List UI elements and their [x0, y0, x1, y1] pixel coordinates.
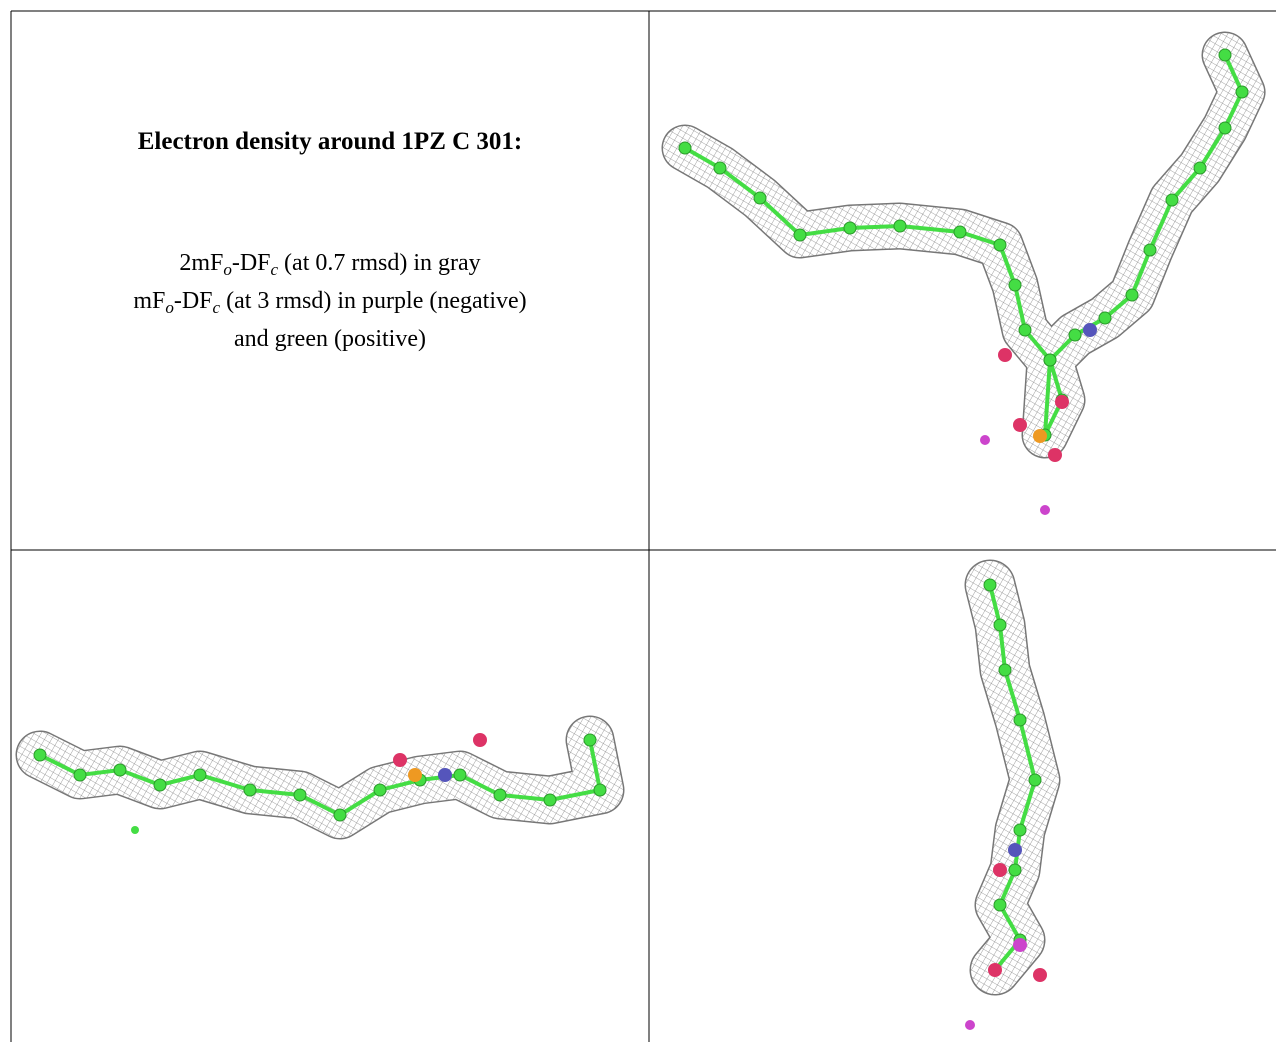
atom	[1008, 843, 1022, 857]
atom	[294, 789, 306, 801]
atom	[114, 764, 126, 776]
atom	[544, 794, 556, 806]
atom	[473, 733, 487, 747]
atom	[1219, 122, 1231, 134]
atom	[984, 579, 996, 591]
atom	[131, 826, 139, 834]
atom	[1194, 162, 1206, 174]
atom	[994, 899, 1006, 911]
caption-line: and green (positive)	[11, 320, 649, 358]
atom	[594, 784, 606, 796]
atom	[1014, 714, 1026, 726]
atom	[334, 809, 346, 821]
atom	[438, 768, 452, 782]
atom	[1033, 429, 1047, 443]
atom	[794, 229, 806, 241]
atom	[1069, 329, 1081, 341]
atom	[1013, 418, 1027, 432]
atom	[408, 768, 422, 782]
atom	[1019, 324, 1031, 336]
atom	[1014, 824, 1026, 836]
atom	[993, 863, 1007, 877]
atom	[998, 348, 1012, 362]
atom	[1033, 968, 1047, 982]
atom	[393, 753, 407, 767]
molecule-views	[34, 49, 1248, 1030]
page: Electron density around 1PZ C 301: 2mFo-…	[0, 0, 1276, 1042]
atom	[994, 619, 1006, 631]
atom	[988, 963, 1002, 977]
text-run: mF	[133, 288, 165, 314]
atom	[154, 779, 166, 791]
atom	[1044, 354, 1056, 366]
subscript: o	[165, 298, 174, 317]
caption-line: mFo-DFc (at 3 rmsd) in purple (negative)	[11, 282, 649, 320]
text-run: (at 0.7 rmsd) in gray	[278, 250, 481, 276]
atom	[1055, 395, 1069, 409]
atom	[980, 435, 990, 445]
atom	[74, 769, 86, 781]
atom	[374, 784, 386, 796]
atom	[1144, 244, 1156, 256]
figure	[0, 0, 1276, 1042]
atom	[194, 769, 206, 781]
subscript: c	[271, 260, 279, 279]
atom	[1083, 323, 1097, 337]
atom	[244, 784, 256, 796]
text-run: -DF	[174, 288, 213, 314]
atom	[754, 192, 766, 204]
text-run: 2mF	[179, 250, 223, 276]
table-borders	[11, 11, 1276, 1042]
atom	[1126, 289, 1138, 301]
density-mesh	[990, 585, 1035, 970]
text-run: (at 3 rmsd) in purple (negative)	[220, 288, 527, 314]
atom	[1009, 864, 1021, 876]
atom	[1048, 448, 1062, 462]
atom	[1166, 194, 1178, 206]
atom	[1099, 312, 1111, 324]
atom	[994, 239, 1006, 251]
density-mesh	[685, 55, 1242, 435]
atom	[454, 769, 466, 781]
atom	[679, 142, 691, 154]
atom	[34, 749, 46, 761]
atom	[1029, 774, 1041, 786]
atom	[1009, 279, 1021, 291]
atom	[1236, 86, 1248, 98]
text-run: -DF	[232, 250, 271, 276]
atom	[999, 664, 1011, 676]
caption-title: Electron density around 1PZ C 301:	[11, 128, 649, 156]
atom	[1219, 49, 1231, 61]
atom	[584, 734, 596, 746]
atom	[494, 789, 506, 801]
atom	[894, 220, 906, 232]
atom	[714, 162, 726, 174]
caption-line: 2mFo-DFc (at 0.7 rmsd) in gray	[11, 244, 649, 282]
atom	[965, 1020, 975, 1030]
subscript: c	[213, 298, 221, 317]
text-run: and green (positive)	[234, 326, 426, 352]
atom	[1040, 505, 1050, 515]
atom	[844, 222, 856, 234]
atom	[1013, 938, 1027, 952]
subscript: o	[223, 260, 232, 279]
atom	[954, 226, 966, 238]
